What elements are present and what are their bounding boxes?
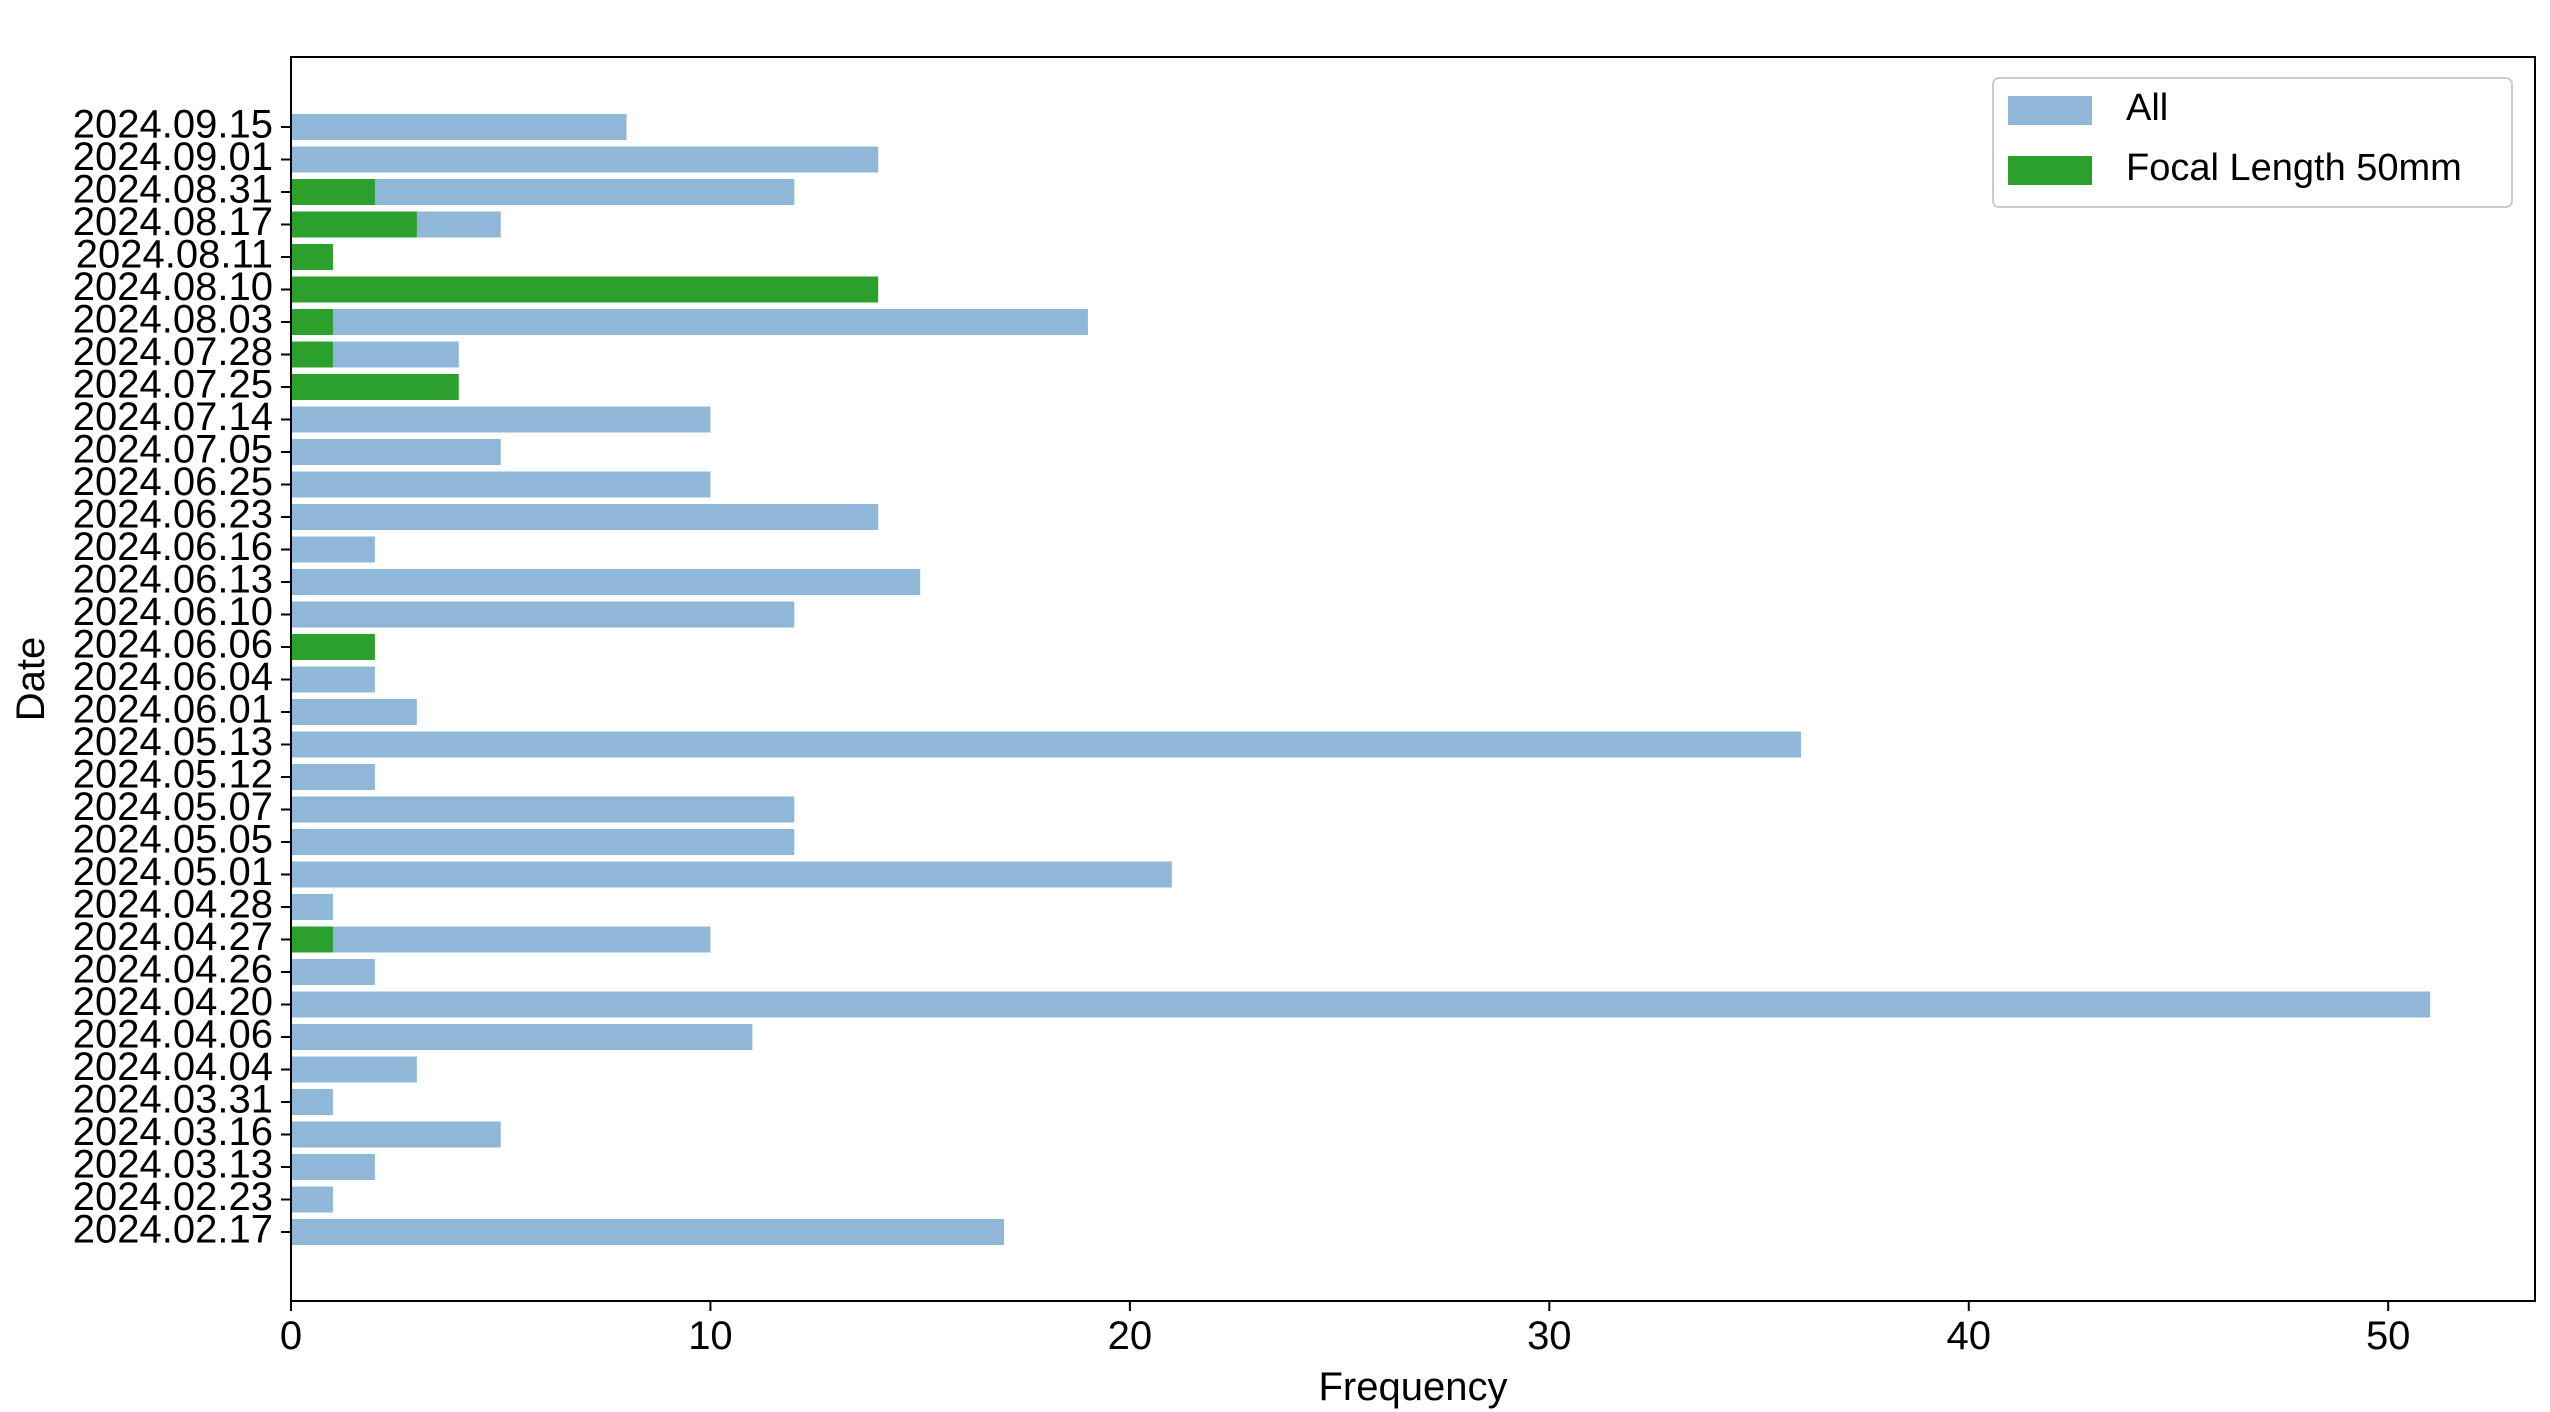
bar (291, 309, 1088, 335)
y-tick-label: 2024.02.23 (73, 1175, 273, 1219)
y-tick-label: 2024.05.13 (73, 720, 273, 764)
series-all-bars (291, 114, 2431, 1245)
bar (291, 1219, 1005, 1245)
bar (291, 959, 375, 985)
bar (291, 861, 1172, 888)
y-axis-title: Date (9, 637, 53, 722)
y-tick-label: 2024.06.16 (73, 525, 273, 569)
bar (291, 666, 375, 693)
y-tick-label: 2024.04.04 (73, 1045, 273, 1089)
y-tick-label: 2024.05.12 (73, 753, 273, 797)
y-tick-label: 2024.04.20 (73, 980, 273, 1024)
bar (291, 146, 879, 173)
y-tick-label: 2024.09.01 (73, 135, 273, 179)
bar (291, 1121, 501, 1148)
bar (291, 569, 921, 595)
y-tick-label: 2024.08.03 (73, 298, 273, 342)
bar (291, 764, 375, 790)
bar (291, 374, 459, 400)
bar (291, 731, 1801, 758)
y-tick-label: 2024.08.10 (73, 265, 273, 309)
bar (291, 926, 711, 953)
bar (291, 1186, 333, 1213)
y-tick-label: 2024.04.27 (73, 915, 273, 959)
bar (291, 341, 333, 368)
bar (291, 276, 879, 303)
x-tick-label: 0 (280, 1314, 302, 1358)
plot-frame (290, 56, 2536, 1302)
bar (291, 1089, 333, 1115)
x-tick-label: 20 (1108, 1314, 1153, 1358)
y-tick-label: 2024.06.06 (73, 623, 273, 667)
y-tick-label: 2024.08.31 (73, 168, 273, 212)
bar (291, 926, 333, 953)
y-tick-label: 2024.04.06 (73, 1013, 273, 1057)
x-tick-label: 30 (1527, 1314, 1572, 1358)
bar (291, 406, 711, 433)
bar (291, 114, 627, 140)
bar (291, 1154, 375, 1180)
y-tick-label: 2024.07.14 (73, 395, 273, 439)
x-tick-label: 40 (1947, 1314, 1992, 1358)
bar (291, 894, 333, 920)
bar (291, 1024, 753, 1050)
y-tick-label: 2024.09.15 (73, 103, 273, 147)
y-tick-label: 2024.06.01 (73, 688, 273, 732)
bar (291, 504, 879, 530)
y-tick-label: 2024.08.11 (76, 233, 273, 277)
legend-label-all: All (2126, 87, 2168, 129)
legend: All Focal Length 50mm (1992, 77, 2513, 208)
y-tick-label: 2024.07.28 (73, 330, 273, 374)
bar (291, 536, 375, 563)
bar (291, 309, 333, 335)
legend-box (1992, 77, 2513, 208)
y-tick-label: 2024.06.10 (73, 590, 273, 634)
bar (291, 244, 333, 270)
y-tick-label: 2024.05.07 (73, 785, 273, 829)
y-axis-ticks: 2024.02.172024.02.232024.03.132024.03.16… (73, 103, 291, 1252)
bar (291, 634, 375, 660)
bar (291, 601, 795, 628)
bar (291, 991, 2431, 1018)
x-tick-label: 10 (688, 1314, 733, 1358)
y-tick-label: 2024.06.25 (73, 460, 273, 504)
y-tick-label: 2024.03.16 (73, 1110, 273, 1154)
y-tick-label: 2024.05.01 (73, 850, 273, 894)
bar (291, 211, 417, 238)
bar (291, 439, 501, 465)
bar (291, 1056, 417, 1083)
bar (291, 829, 795, 855)
y-tick-label: 2024.05.05 (73, 818, 273, 862)
y-tick-label: 2024.06.04 (73, 655, 273, 699)
y-tick-label: 2024.06.23 (73, 493, 273, 537)
legend-label-focal-length: Focal Length 50mm (2126, 147, 2462, 189)
bar (291, 471, 711, 498)
bar (291, 699, 417, 725)
x-tick-label: 50 (2366, 1314, 2411, 1358)
y-tick-label: 2024.03.31 (73, 1078, 273, 1122)
bar (291, 179, 375, 205)
y-tick-label: 2024.02.17 (73, 1208, 273, 1252)
bar (291, 796, 795, 823)
y-tick-label: 2024.07.25 (73, 363, 273, 407)
x-axis-ticks: 0 10 20 30 40 50 (280, 1301, 2411, 1358)
y-tick-label: 2024.06.13 (73, 558, 273, 602)
y-tick-label: 2024.07.05 (73, 428, 273, 472)
y-tick-label: 2024.03.13 (73, 1143, 273, 1187)
y-tick-label: 2024.04.26 (73, 948, 273, 992)
legend-swatch-focal-length (2008, 156, 2092, 185)
y-tick-label: 2024.08.17 (73, 200, 273, 244)
legend-swatch-all (2008, 96, 2092, 125)
y-tick-label: 2024.04.28 (73, 883, 273, 927)
series-focal-length-bars (291, 179, 879, 953)
x-axis-title: Frequency (1319, 1365, 1508, 1409)
